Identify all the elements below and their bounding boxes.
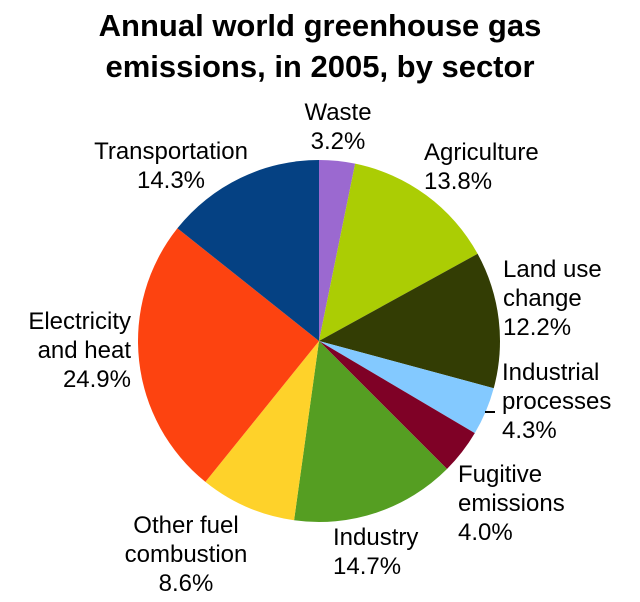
chart-title-line-1: Annual world greenhouse gas <box>99 8 542 43</box>
slice-label-agriculture: Agriculture 13.8% <box>424 139 539 195</box>
pie-slice-other-fuel-combustion <box>205 341 319 521</box>
slice-label-waste: Waste 3.2% <box>304 99 371 155</box>
pie-slice-transportation <box>177 160 319 341</box>
pie-slice-waste <box>319 160 356 341</box>
slice-label-industry: Industry 14.7% <box>333 524 418 580</box>
slice-label-land-use-change: Land use change 12.2% <box>503 256 602 341</box>
pie-slice-electricity-and-heat <box>138 228 319 482</box>
slice-label-industrial-processes: Industrial processes 4.3% <box>502 359 611 444</box>
chart-title-line-2: emissions, in 2005, by sector <box>105 49 534 84</box>
pie-slice-industry <box>294 341 447 522</box>
slice-label-fugitive-emissions: Fugitive emissions 4.0% <box>458 461 565 546</box>
pie-slices <box>138 160 500 522</box>
slice-label-electricity-and-heat: Electricity and heat 24.9% <box>28 308 131 393</box>
pie-labels: Waste 3.2% Agriculture 13.8% Land use change 1… <box>28 99 611 597</box>
pie-slice-agriculture <box>319 163 478 341</box>
slice-label-transportation: Transportation 14.3% <box>94 138 248 194</box>
pie-slice-fugitive-emissions <box>319 341 475 469</box>
pie-slice-industrial-processes <box>319 341 494 434</box>
slice-label-other-fuel-combustion: Other fuel combustion 8.6% <box>125 512 248 597</box>
pie-slice-land-use-change <box>319 253 500 389</box>
